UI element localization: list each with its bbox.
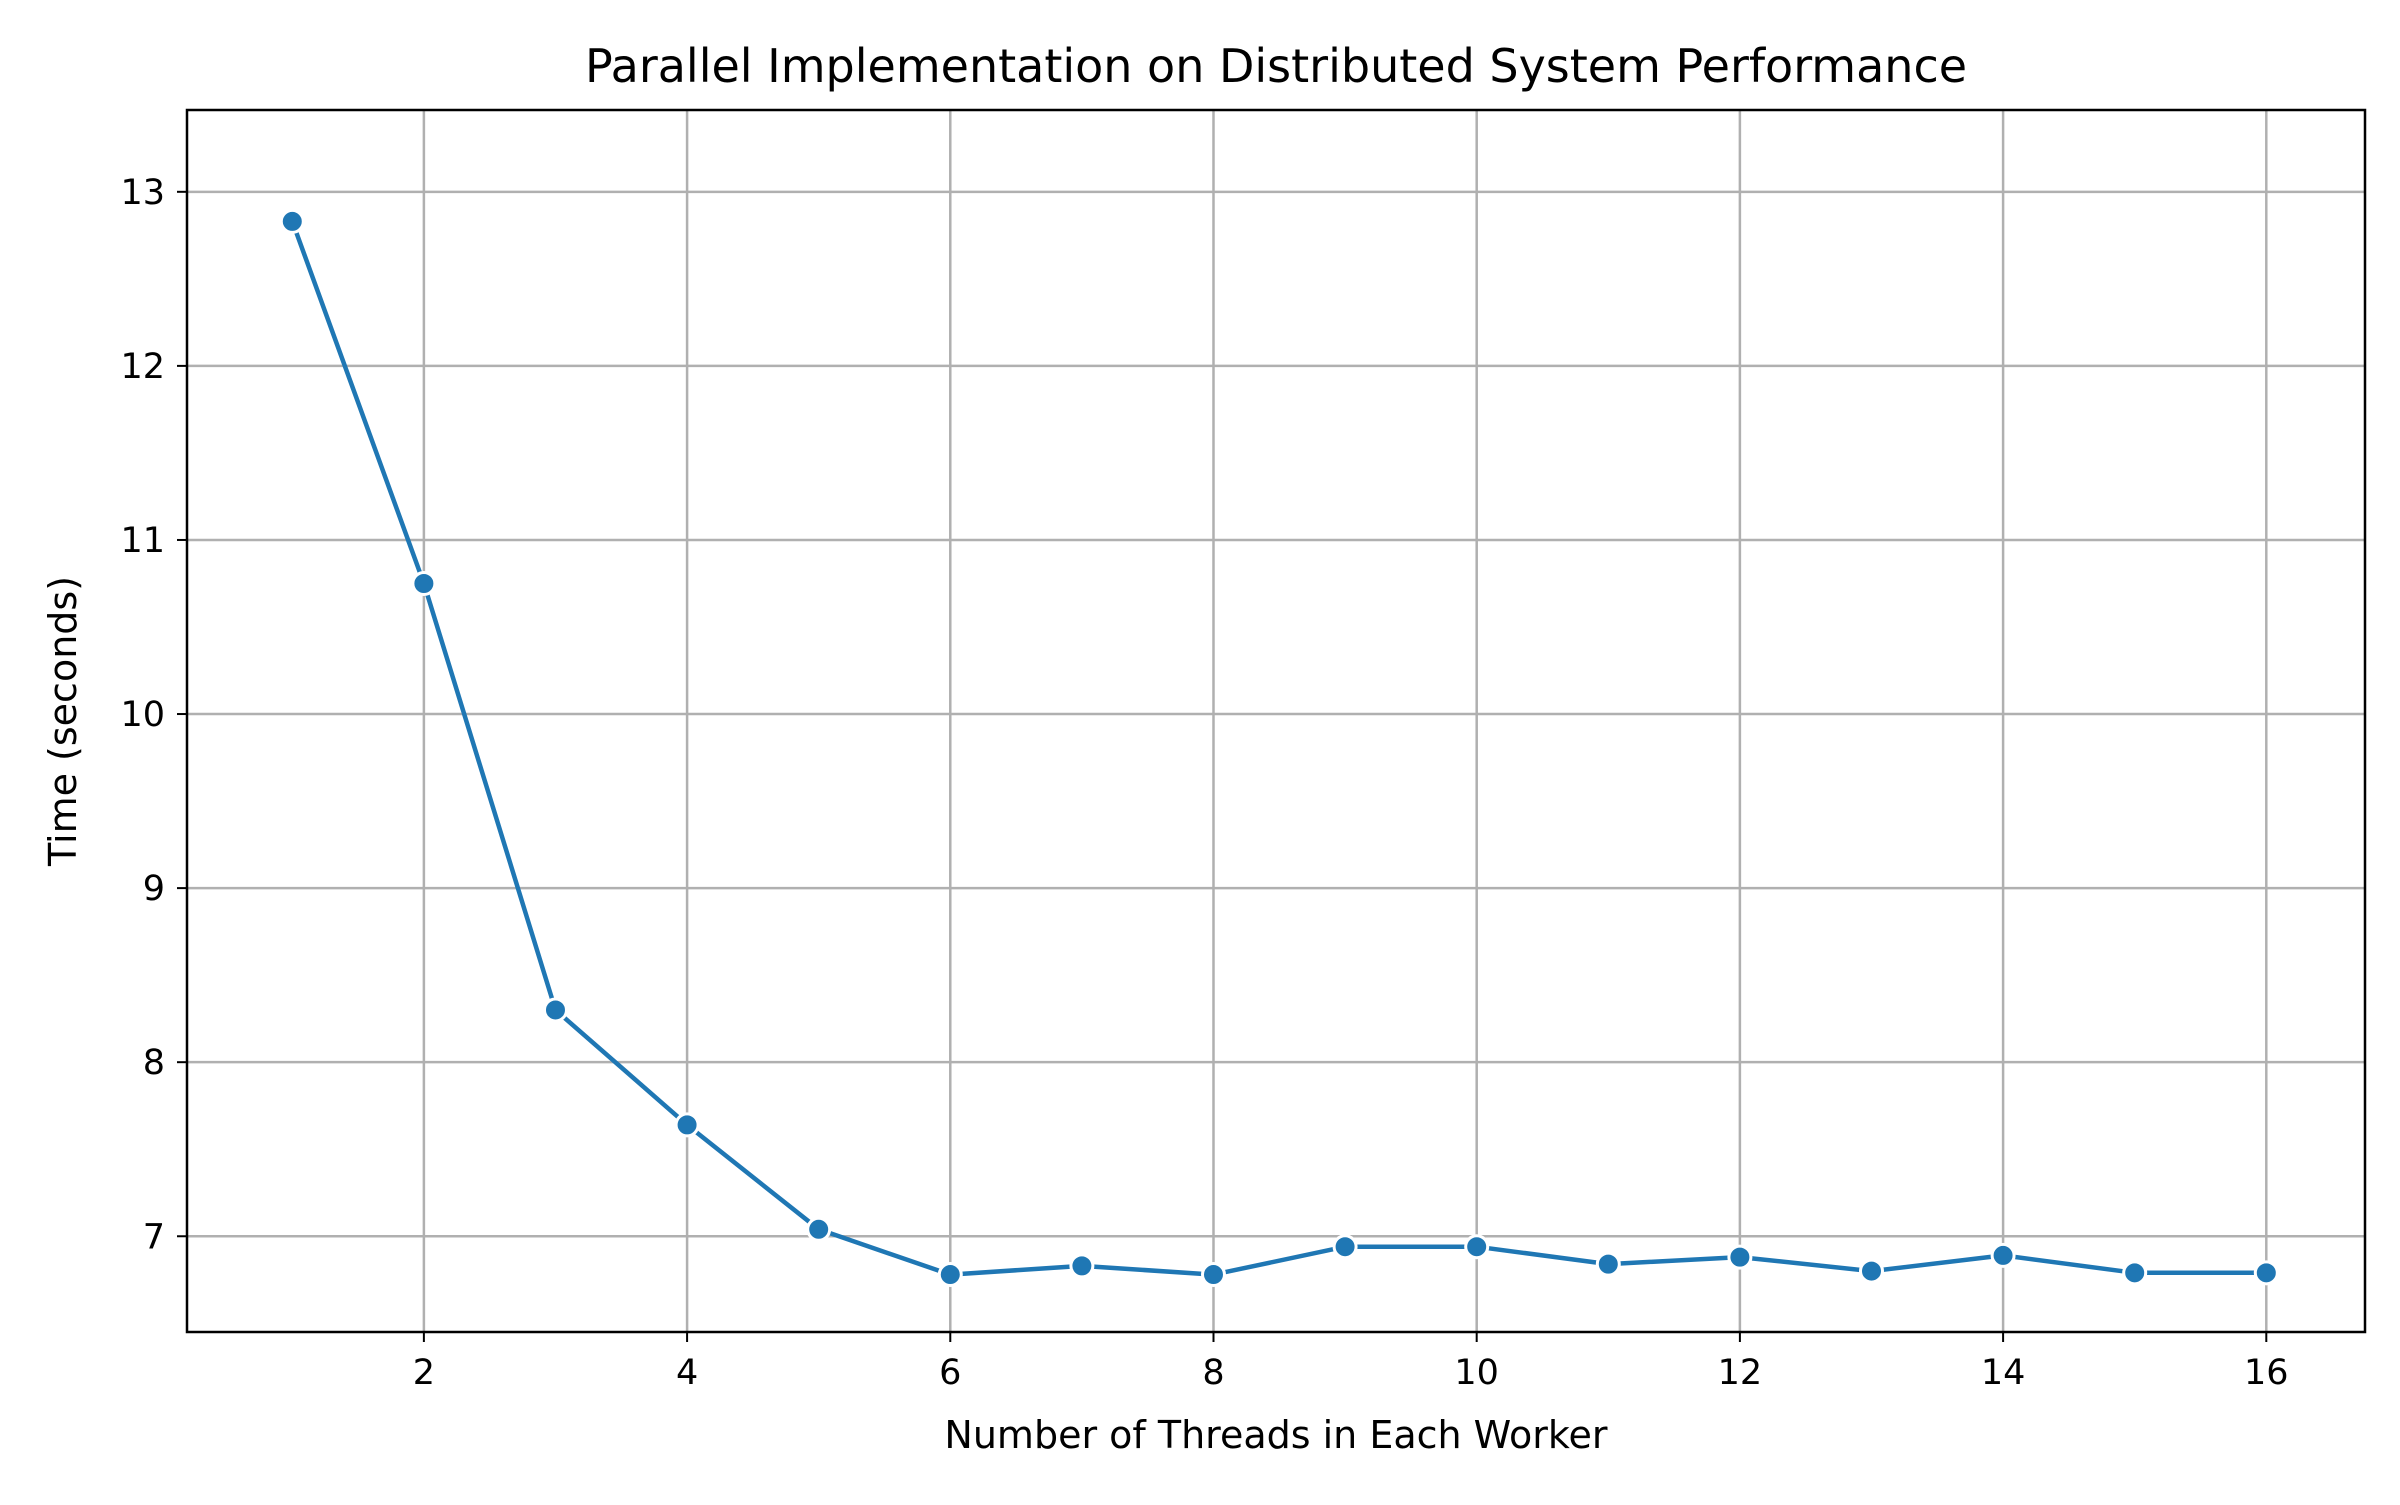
data-point	[1069, 1253, 1095, 1279]
y-tick-label: 12	[120, 347, 165, 387]
x-tick-label: 8	[1202, 1353, 1224, 1393]
series-line	[290, 220, 2267, 1277]
data-point	[411, 570, 437, 596]
data-point	[542, 997, 568, 1023]
x-tick-label: 6	[939, 1353, 961, 1393]
x-axis-label: Number of Threads in Each Worker	[944, 1413, 1608, 1457]
y-tick-label: 7	[143, 1217, 165, 1257]
y-tick-label: 10	[120, 695, 165, 735]
data-point	[937, 1262, 963, 1288]
data-point	[1464, 1234, 1490, 1260]
y-tick-label: 11	[120, 521, 165, 561]
data-point	[279, 208, 305, 234]
plot-frame	[185, 108, 2367, 1334]
data-point	[2253, 1260, 2279, 1286]
x-tick-label: 2	[413, 1353, 435, 1393]
data-point	[1595, 1251, 1621, 1277]
chart-title: Parallel Implementation on Distributed S…	[585, 39, 1967, 93]
data-point	[1727, 1244, 1753, 1270]
x-tick-label: 16	[2244, 1353, 2289, 1393]
x-tick-label: 12	[1718, 1353, 1763, 1393]
y-tick-label: 9	[143, 869, 165, 909]
series	[279, 208, 2279, 1288]
grid	[187, 110, 2365, 1332]
y-tick-label: 8	[143, 1043, 165, 1083]
data-point	[2122, 1260, 2148, 1286]
x-tick-label: 14	[1981, 1353, 2026, 1393]
data-point	[1858, 1258, 1884, 1284]
x-tick-label: 10	[1454, 1353, 1499, 1393]
axis-ticks: 2 4 6 8 10 12 14 16 7 8 9 10 11 12 13	[120, 173, 2288, 1393]
data-point	[1332, 1234, 1358, 1260]
y-tick-label: 13	[120, 173, 165, 213]
data-point	[1200, 1262, 1226, 1288]
data-point	[806, 1216, 832, 1242]
data-point	[674, 1112, 700, 1138]
y-axis-label: Time (seconds)	[41, 576, 85, 867]
x-tick-label: 4	[676, 1353, 698, 1393]
data-point	[1990, 1242, 2016, 1268]
